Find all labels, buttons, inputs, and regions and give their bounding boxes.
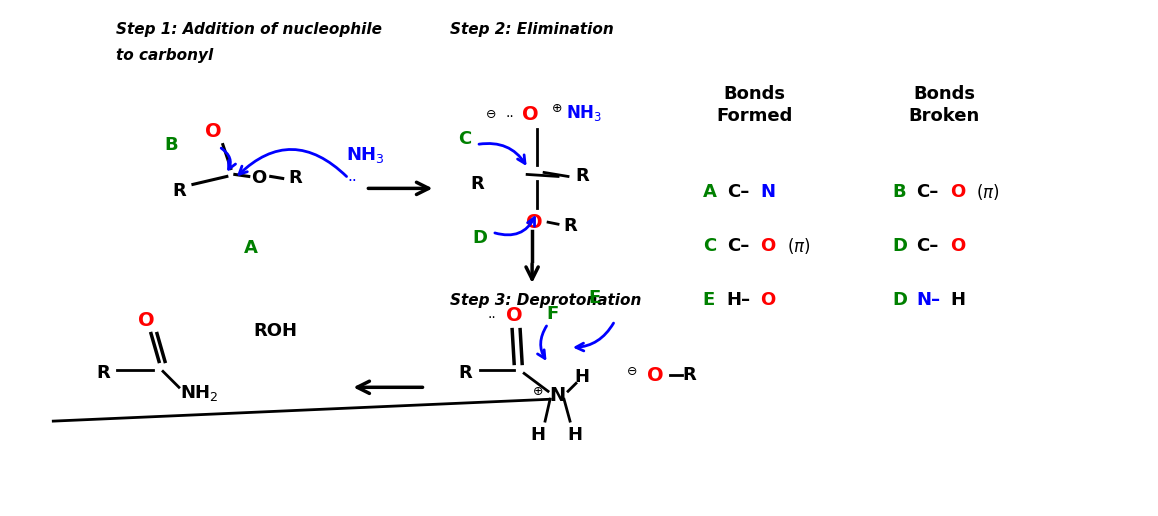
Text: D: D xyxy=(893,237,907,255)
Text: NH$_3$: NH$_3$ xyxy=(346,144,384,165)
Text: $\ominus$: $\ominus$ xyxy=(484,108,496,121)
Text: to carbonyl: to carbonyl xyxy=(116,47,213,62)
Text: H: H xyxy=(567,426,582,444)
Text: N: N xyxy=(549,386,565,405)
Text: O: O xyxy=(205,122,221,141)
Text: O: O xyxy=(646,366,664,385)
Text: R: R xyxy=(563,217,577,235)
Text: Step 1: Addition of nucleophile: Step 1: Addition of nucleophile xyxy=(116,22,382,37)
Text: F: F xyxy=(545,305,558,322)
Text: Bonds
Formed: Bonds Formed xyxy=(717,85,793,125)
Text: E: E xyxy=(703,291,714,309)
Text: H–: H– xyxy=(726,291,750,309)
Text: H: H xyxy=(574,368,589,386)
Text: N: N xyxy=(761,183,776,201)
Text: ..: .. xyxy=(488,307,497,321)
Text: ..: .. xyxy=(506,106,514,120)
Text: ($\pi$): ($\pi$) xyxy=(786,236,811,256)
Text: ROH: ROH xyxy=(254,321,298,340)
Text: Step 2: Elimination: Step 2: Elimination xyxy=(450,22,614,37)
Text: N–: N– xyxy=(916,291,940,309)
Text: O: O xyxy=(506,306,522,325)
Text: ..: .. xyxy=(347,169,358,184)
Text: O: O xyxy=(526,213,542,232)
Text: E: E xyxy=(588,289,601,307)
Text: Bonds
Broken: Bonds Broken xyxy=(909,85,980,125)
Text: B: B xyxy=(164,136,178,154)
Text: O: O xyxy=(522,105,538,124)
Text: ($\pi$): ($\pi$) xyxy=(976,182,999,202)
Text: C–: C– xyxy=(726,183,749,201)
Text: O: O xyxy=(950,183,966,201)
Text: O: O xyxy=(950,237,966,255)
Text: $\ominus$: $\ominus$ xyxy=(626,365,638,378)
Text: C–: C– xyxy=(916,237,939,255)
Text: A: A xyxy=(244,239,258,257)
Text: O: O xyxy=(761,237,776,255)
Text: R: R xyxy=(576,167,589,185)
Text: R: R xyxy=(459,364,472,382)
Text: D: D xyxy=(893,291,907,309)
Text: H: H xyxy=(530,426,545,444)
Text: R: R xyxy=(96,364,110,382)
Text: $\oplus$: $\oplus$ xyxy=(551,102,563,115)
Text: NH$_3$: NH$_3$ xyxy=(566,103,602,123)
Text: C: C xyxy=(703,237,716,255)
Text: H: H xyxy=(950,291,965,309)
Text: O: O xyxy=(138,311,154,330)
Text: $\oplus$: $\oplus$ xyxy=(533,385,544,398)
Text: NH$_2$: NH$_2$ xyxy=(179,383,218,404)
Text: O: O xyxy=(251,169,266,187)
Text: D: D xyxy=(472,229,488,247)
Text: Step 3: Deprotonation: Step 3: Deprotonation xyxy=(450,293,642,308)
Text: C–: C– xyxy=(916,183,939,201)
Text: R: R xyxy=(683,366,697,384)
Text: C–: C– xyxy=(726,237,749,255)
Text: A: A xyxy=(703,183,717,201)
Text: C: C xyxy=(457,130,471,148)
Text: B: B xyxy=(893,183,906,201)
Text: R: R xyxy=(288,169,302,187)
Text: R: R xyxy=(173,182,185,200)
Text: R: R xyxy=(470,175,484,194)
Text: O: O xyxy=(761,291,776,309)
